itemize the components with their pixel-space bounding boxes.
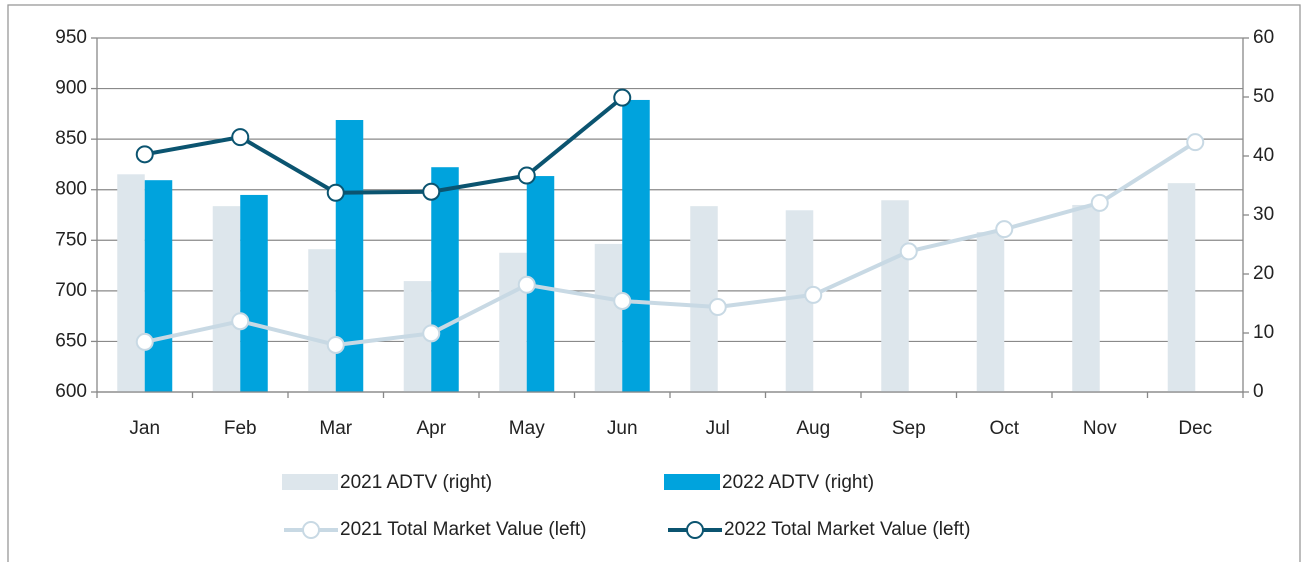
y2-tick-label: 40 <box>1253 145 1274 166</box>
x-tick-label: Jun <box>607 418 638 439</box>
x-tick-label: Mar <box>319 418 352 439</box>
point <box>135 145 154 164</box>
x-tick-label: Apr <box>416 418 446 439</box>
point <box>995 220 1014 239</box>
y-tick-label: 900 <box>55 78 87 99</box>
point <box>517 166 536 185</box>
y-tick-label: 750 <box>55 229 87 250</box>
y2-tick-label: 20 <box>1253 263 1274 284</box>
point <box>422 324 441 343</box>
bar <box>499 252 527 392</box>
bar <box>431 167 459 392</box>
y-tick-label: 650 <box>55 330 87 351</box>
point <box>804 285 823 304</box>
point <box>231 128 250 147</box>
y2-tick-label: 60 <box>1253 27 1274 48</box>
chart-border <box>7 4 1301 562</box>
point <box>231 312 250 331</box>
point <box>708 298 727 317</box>
x-tick-label: Jan <box>129 418 160 439</box>
x-tick-label: Dec <box>1178 418 1212 439</box>
x-tick-label: Feb <box>224 418 257 439</box>
legend-label: 2021 Total Market Value (left) <box>340 519 586 540</box>
x-tick-label: May <box>509 418 545 439</box>
legend-label: 2022 Total Market Value (left) <box>724 519 970 540</box>
bar <box>976 232 1005 392</box>
legend-swatch <box>302 521 320 539</box>
y-tick-label: 950 <box>55 27 87 48</box>
legend-swatch <box>282 474 338 490</box>
bar <box>1072 204 1100 392</box>
x-tick-label: Sep <box>892 418 926 439</box>
bar <box>622 99 650 392</box>
point <box>517 275 536 294</box>
legend-label: 2021 ADTV (right) <box>340 472 492 493</box>
x-tick-label: Nov <box>1083 418 1117 439</box>
y-tick-label: 700 <box>55 280 87 301</box>
y-tick-label: 600 <box>55 381 87 402</box>
legend-swatch <box>664 474 720 490</box>
y-tick-label: 800 <box>55 179 87 200</box>
line <box>144 140 1197 347</box>
y2-tick-label: 50 <box>1253 86 1274 107</box>
bar <box>690 206 718 392</box>
y2-tick-label: 10 <box>1253 322 1274 343</box>
point <box>613 291 632 310</box>
bar <box>144 180 173 392</box>
bar <box>308 249 336 392</box>
bar <box>240 194 268 392</box>
x-tick-label: Oct <box>989 418 1019 439</box>
bar <box>594 243 623 392</box>
point <box>1186 133 1205 152</box>
point <box>135 332 154 351</box>
bar <box>1167 183 1196 392</box>
bar <box>881 200 909 392</box>
line <box>144 96 624 195</box>
point <box>1090 193 1109 212</box>
point <box>613 88 632 107</box>
point <box>899 242 918 261</box>
legend: 2021 ADTV (right) 2022 ADTV (right) 2021… <box>282 472 970 540</box>
point <box>422 182 441 201</box>
x-tick-label: Aug <box>796 418 830 439</box>
legend-label: 2022 ADTV (right) <box>722 472 874 493</box>
y-tick-label: 850 <box>55 128 87 149</box>
bar <box>212 206 241 392</box>
bar <box>117 174 145 392</box>
y2-tick-label: 30 <box>1253 204 1274 225</box>
y2-tick-label: 0 <box>1253 381 1264 402</box>
legend-swatch <box>686 521 704 539</box>
point <box>326 335 345 354</box>
point <box>326 183 345 202</box>
x-tick-label: Jul <box>706 418 730 439</box>
